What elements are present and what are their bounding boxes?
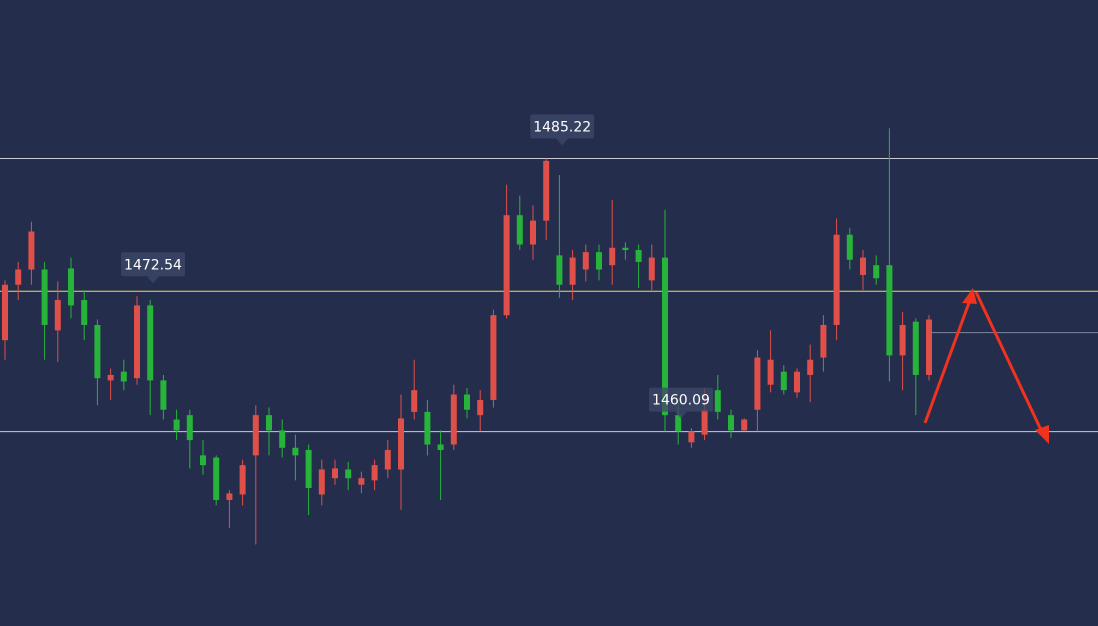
candle-body: [833, 234, 840, 325]
candle-body: [437, 444, 444, 450]
candle-body: [490, 315, 497, 400]
candle-body: [464, 394, 470, 410]
candle-body: [701, 409, 708, 435]
candle-body: [252, 415, 259, 456]
candle-body: [728, 415, 734, 431]
candle-body: [516, 215, 523, 245]
candle-body: [622, 247, 629, 250]
candle-body: [398, 418, 404, 470]
candle-body: [635, 249, 642, 262]
candle-body: [688, 431, 695, 443]
candle-body: [807, 359, 814, 375]
arrow-up: [923, 299, 972, 424]
callout-pointer: [675, 411, 687, 419]
callout-label: 1472.54: [124, 257, 182, 273]
candle-body: [846, 234, 853, 260]
candle-body: [543, 160, 550, 221]
candle-body: [450, 394, 457, 445]
callout-pointer: [556, 138, 569, 146]
trend-arrows: [923, 288, 1049, 444]
candle-body: [899, 324, 906, 356]
callout-pointer: [147, 276, 159, 284]
candle-body: [648, 257, 655, 281]
candle-body: [173, 419, 180, 431]
price-callout: 1460.09: [649, 387, 713, 419]
candle-body: [213, 457, 220, 500]
candle-body: [662, 257, 668, 416]
candle-body: [226, 493, 233, 500]
candle-body: [886, 265, 893, 356]
candle-body: [820, 324, 827, 358]
candle-body: [556, 255, 563, 285]
candle-body: [266, 415, 272, 431]
candle-body: [741, 419, 748, 431]
candle-body: [860, 257, 866, 275]
candle-body: [54, 299, 61, 331]
candle-body: [371, 465, 378, 481]
candle-body: [318, 469, 325, 495]
candle-body: [200, 455, 206, 466]
candle-body: [147, 305, 154, 381]
candle-body: [569, 257, 576, 285]
candle-body: [675, 415, 682, 432]
candle-body: [134, 305, 140, 379]
callout-label: 1460.09: [652, 393, 710, 409]
price-callout: 1485.22: [530, 114, 595, 146]
candle-body: [186, 415, 193, 441]
callout-box: [530, 114, 595, 139]
candle-body: [596, 252, 602, 270]
candle-body: [120, 371, 127, 382]
candle-body: [767, 359, 774, 385]
candle-body: [873, 265, 880, 279]
candle-body: [609, 247, 616, 266]
candle-body: [107, 374, 114, 381]
arrow-head: [1035, 425, 1049, 444]
candle-body: [15, 269, 22, 285]
arrow-head: [962, 288, 977, 304]
candle-body: [424, 411, 431, 445]
candle-body: [477, 399, 484, 416]
candle-body: [41, 269, 48, 325]
candle-body: [2, 284, 8, 341]
candle-body: [239, 465, 246, 495]
arrow-down: [974, 291, 1044, 433]
callout-box: [121, 252, 185, 277]
candle-body: [358, 478, 365, 485]
candle-body: [81, 299, 88, 325]
candle-body: [754, 357, 761, 410]
candle-body: [279, 430, 286, 448]
callout-label: 1485.22: [533, 119, 591, 135]
candle-body: [68, 268, 74, 306]
candle-body: [305, 449, 312, 488]
candle-body: [384, 449, 391, 470]
candle-body: [503, 215, 510, 316]
candle-body: [714, 390, 721, 412]
callout-box: [649, 387, 713, 412]
candle-body: [292, 447, 299, 456]
candle-body: [780, 371, 787, 391]
candle-body: [160, 380, 167, 410]
candle-body: [926, 319, 932, 375]
candle-body: [411, 390, 418, 412]
candle-body: [794, 371, 800, 393]
candle-body: [912, 321, 919, 375]
candle-body: [94, 324, 101, 379]
candle-body: [582, 252, 589, 270]
candle-body: [332, 468, 338, 479]
price-callout: 1472.54: [121, 252, 185, 284]
candle-body: [345, 469, 352, 479]
candle-body: [530, 220, 536, 245]
candle-body: [28, 231, 35, 270]
